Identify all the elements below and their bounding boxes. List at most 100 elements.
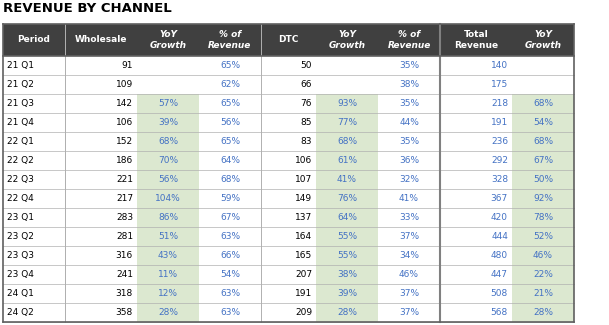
Bar [3,227,574,246]
Text: 38%: 38% [337,270,357,279]
Text: 54%: 54% [220,270,240,279]
Text: 65%: 65% [220,137,240,146]
Text: 76%: 76% [337,194,357,203]
Text: Total
Revenue: Total Revenue [454,30,498,50]
Bar [512,303,574,322]
Text: 63%: 63% [220,232,240,241]
Text: 164: 164 [295,232,312,241]
Text: YoY
Growth: YoY Growth [524,30,561,50]
Text: 78%: 78% [533,213,553,222]
Text: 77%: 77% [337,118,357,127]
Bar [3,56,574,75]
Text: 86%: 86% [158,213,178,222]
Text: 218: 218 [491,99,508,108]
Text: 63%: 63% [220,308,240,317]
Text: 76: 76 [300,99,312,108]
Bar [137,94,199,113]
Text: 28%: 28% [337,308,357,317]
Text: 65%: 65% [220,99,240,108]
Text: 207: 207 [295,270,312,279]
Text: 33%: 33% [399,213,419,222]
Bar [137,189,199,208]
Text: 59%: 59% [220,194,240,203]
Bar [3,75,574,94]
Text: 191: 191 [491,118,508,127]
Text: 23 Q2: 23 Q2 [7,232,34,241]
Text: 28%: 28% [158,308,178,317]
Bar [316,189,378,208]
Text: 22%: 22% [533,270,553,279]
Bar [512,132,574,151]
Text: 92%: 92% [533,194,553,203]
Text: 149: 149 [295,194,312,203]
Text: 83: 83 [300,137,312,146]
Text: 54%: 54% [533,118,553,127]
Text: 140: 140 [491,61,508,70]
Text: 37%: 37% [399,289,419,298]
Text: 46%: 46% [533,251,553,260]
Text: 221: 221 [116,175,133,184]
Text: 508: 508 [491,289,508,298]
Text: 52%: 52% [533,232,553,241]
Text: REVENUE BY CHANNEL: REVENUE BY CHANNEL [3,2,172,15]
Text: Period: Period [18,35,51,45]
Text: 22 Q4: 22 Q4 [7,194,33,203]
Text: 444: 444 [491,232,508,241]
Text: 22 Q2: 22 Q2 [7,156,33,165]
Text: 281: 281 [116,232,133,241]
Text: 12%: 12% [158,289,178,298]
Text: 104%: 104% [155,194,181,203]
Text: 39%: 39% [158,118,178,127]
Text: 62%: 62% [220,80,240,89]
Text: 39%: 39% [337,289,357,298]
Text: 50%: 50% [533,175,553,184]
Text: 41%: 41% [337,175,357,184]
Text: 50: 50 [300,61,312,70]
Text: 22 Q1: 22 Q1 [7,137,34,146]
Text: 283: 283 [116,213,133,222]
Bar [316,113,378,132]
Text: 93%: 93% [337,99,357,108]
Text: 35%: 35% [399,137,419,146]
Text: 37%: 37% [399,308,419,317]
Text: 236: 236 [491,137,508,146]
Text: 44%: 44% [399,118,419,127]
Bar [3,284,574,303]
Bar [137,151,199,170]
Text: 186: 186 [116,156,133,165]
Text: 55%: 55% [337,251,357,260]
Text: 23 Q3: 23 Q3 [7,251,34,260]
Text: 152: 152 [116,137,133,146]
Bar [316,227,378,246]
Text: 107: 107 [295,175,312,184]
Bar [137,170,199,189]
Text: 68%: 68% [220,175,240,184]
Bar [512,208,574,227]
Text: 35%: 35% [399,61,419,70]
Bar [512,170,574,189]
Text: 316: 316 [116,251,133,260]
Bar [137,227,199,246]
Bar [316,132,378,151]
Text: 68%: 68% [533,137,553,146]
Bar [512,284,574,303]
Text: 55%: 55% [337,232,357,241]
Text: 22 Q3: 22 Q3 [7,175,34,184]
Text: 11%: 11% [158,270,178,279]
Text: 142: 142 [116,99,133,108]
Text: 21 Q4: 21 Q4 [7,118,34,127]
Text: 21 Q2: 21 Q2 [7,80,34,89]
Bar [316,284,378,303]
Bar [3,170,574,189]
Bar [512,246,574,265]
Text: 46%: 46% [399,270,419,279]
Text: 175: 175 [491,80,508,89]
Bar [512,265,574,284]
Bar [137,284,199,303]
Text: 41%: 41% [399,194,419,203]
Text: 23 Q1: 23 Q1 [7,213,34,222]
Text: 165: 165 [295,251,312,260]
Bar [3,189,574,208]
Text: 209: 209 [295,308,312,317]
Text: 43%: 43% [158,251,178,260]
